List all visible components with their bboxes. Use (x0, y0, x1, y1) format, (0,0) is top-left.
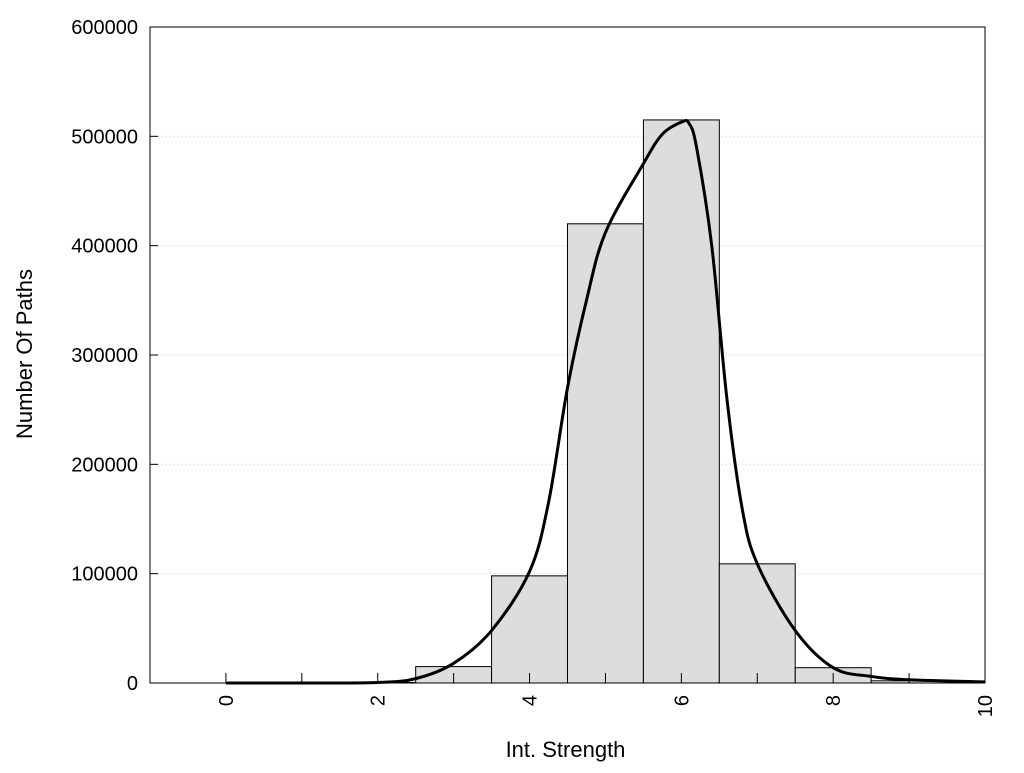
y-axis-title: Number Of Paths (12, 269, 37, 439)
x-axis-title: Int. Strength (506, 737, 626, 762)
x-tick-label-4: 8 (823, 695, 845, 706)
x-tick-label-3: 6 (671, 695, 693, 706)
y-tick-label-2: 200000 (71, 454, 138, 476)
bar-5 (567, 223, 644, 684)
curve-layer (225, 118, 986, 685)
labels-layer: 0 2 4 6 8 10 0 100000 200000 300000 400000 500000 60… (71, 17, 997, 717)
y-tick-label-5: 500000 (71, 126, 138, 148)
y-tick-label-4: 400000 (71, 236, 138, 258)
y-tick-label-6: 600000 (71, 17, 138, 39)
y-tick-label-0: 0 (127, 673, 138, 695)
x-tick-label-5: 10 (975, 695, 997, 717)
x-tick-label-0: 0 (216, 695, 238, 706)
bars-layer (339, 119, 948, 684)
bar-7 (718, 563, 796, 684)
x-tick-label-2: 4 (520, 695, 542, 706)
x-tick-label-1: 2 (368, 695, 390, 706)
bar-4 (491, 575, 568, 684)
density-curve (225, 118, 986, 685)
y-tick-label-1: 100000 (71, 564, 138, 586)
y-tick-label-3: 300000 (71, 345, 138, 367)
ticks-layer (150, 26, 986, 684)
bar-6 (642, 119, 720, 684)
